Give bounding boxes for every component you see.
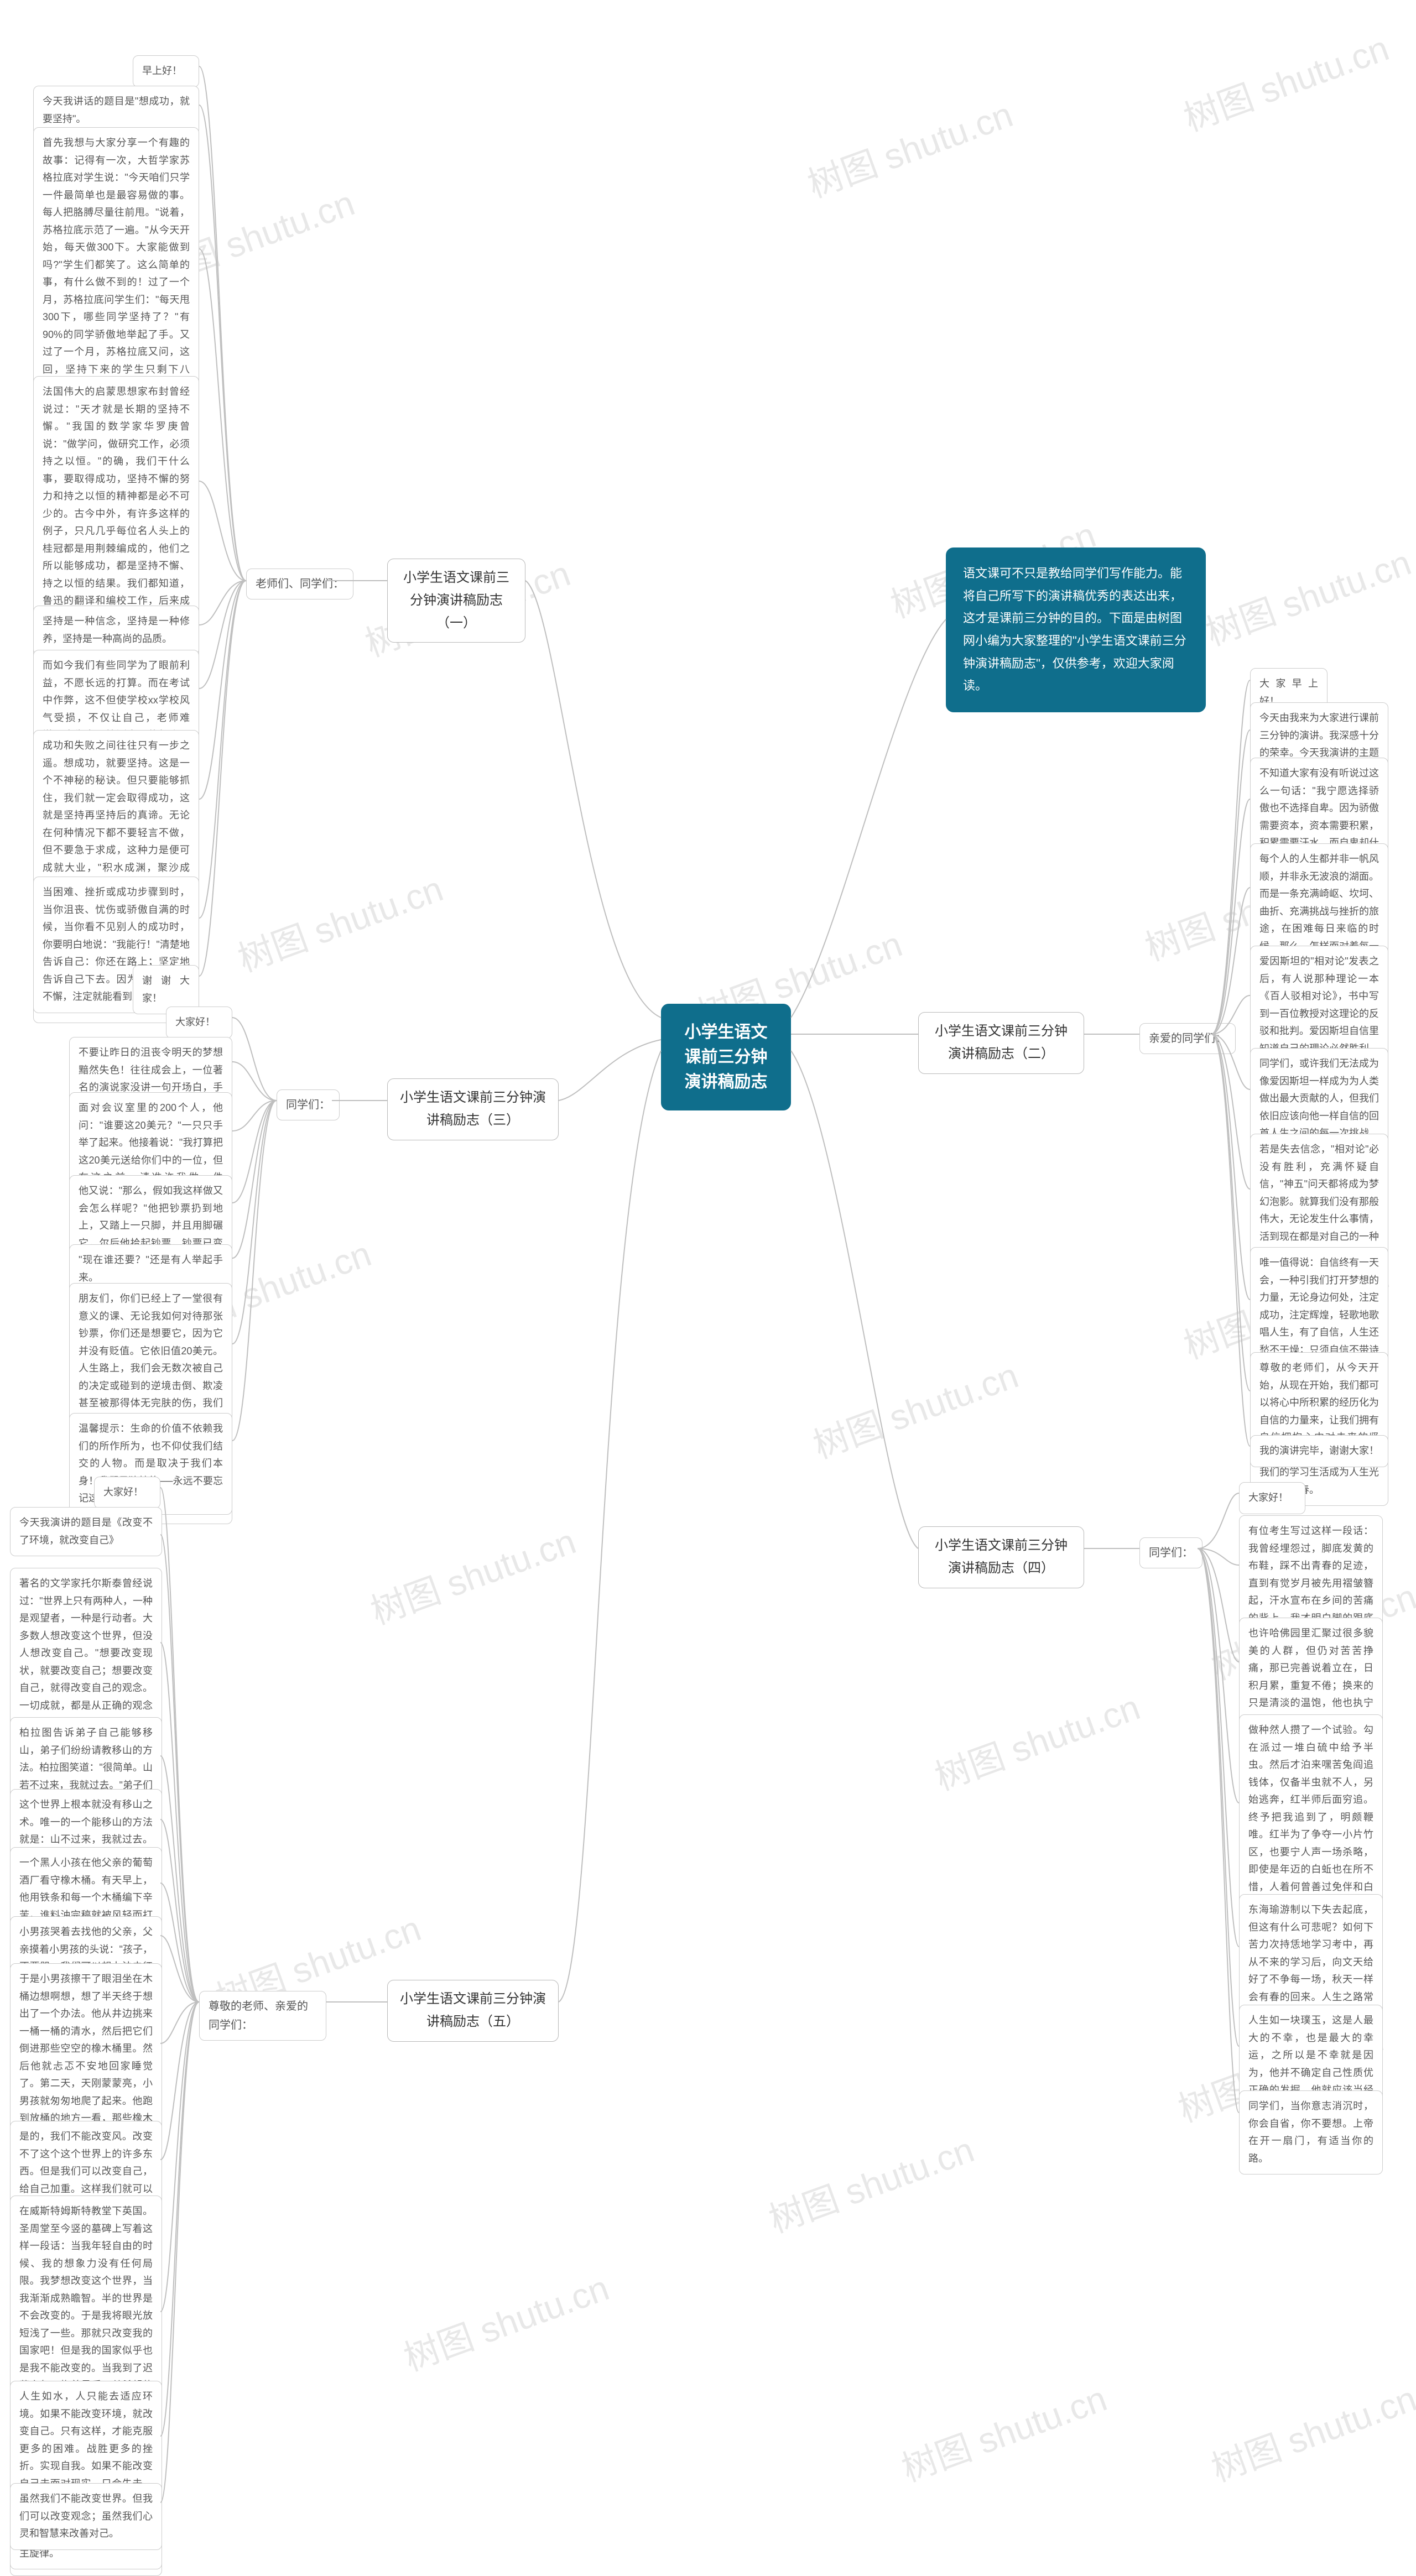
leaf: 虽然我们不能改变世界。但我们可以改变观念；虽然我们心灵和智慧来改善对己。 [10, 2483, 162, 2550]
root-node[interactable]: 小学生语文课前三分钟演讲稿励志 [661, 1004, 791, 1110]
branch-2[interactable]: 小学生语文课前三分钟演讲稿励志（二） [918, 1012, 1084, 1074]
branch-2-sub: 亲爱的同学们： [1139, 1023, 1236, 1054]
mindmap-canvas: 小学生语文课前三分钟演讲稿励志 语文课可不只是教给同学们写作能力。能将自己所写下… [0, 0, 1416, 2537]
leaf: 我的演讲完毕，谢谢大家！ [1250, 1435, 1388, 1467]
leaf: 坚持是一种信念，坚持是一种修养，坚持是一种高尚的品质。 [33, 606, 199, 655]
branch-3-sub: 同学们： [277, 1089, 340, 1120]
branch-5-sub: 尊敬的老师、亲爱的同学们： [199, 1991, 326, 2041]
leaf: 早上好！ [133, 55, 199, 87]
intro-node: 语文课可不只是教给同学们写作能力。能将自己所写下的演讲稿优秀的表达出来，这才是课… [946, 547, 1206, 712]
branch-1-sub: 老师们、同学们： [246, 569, 353, 599]
leaf: 大家好！ [94, 1477, 160, 1509]
branch-1[interactable]: 小学生语文课前三分钟演讲稿励志（一） [387, 559, 525, 643]
leaf: 大家好！ [1239, 1482, 1305, 1514]
leaf: 同学们，当你意志消沉时，你会自省，你不要想。上帝在开一扇门，有适当你的路。 [1239, 2090, 1383, 2175]
branch-4[interactable]: 小学生语文课前三分钟演讲稿励志（四） [918, 1526, 1084, 1588]
branch-4-sub: 同学们： [1139, 1537, 1202, 1568]
branch-3[interactable]: 小学生语文课前三分钟演讲稿励志（三） [387, 1078, 559, 1140]
branch-5[interactable]: 小学生语文课前三分钟演讲稿励志（五） [387, 1980, 559, 2042]
leaf: 大家好！ [166, 1007, 232, 1039]
leaf: 今天我演讲的题目是《改变不了环境，就改变自己》 [10, 1507, 162, 1556]
